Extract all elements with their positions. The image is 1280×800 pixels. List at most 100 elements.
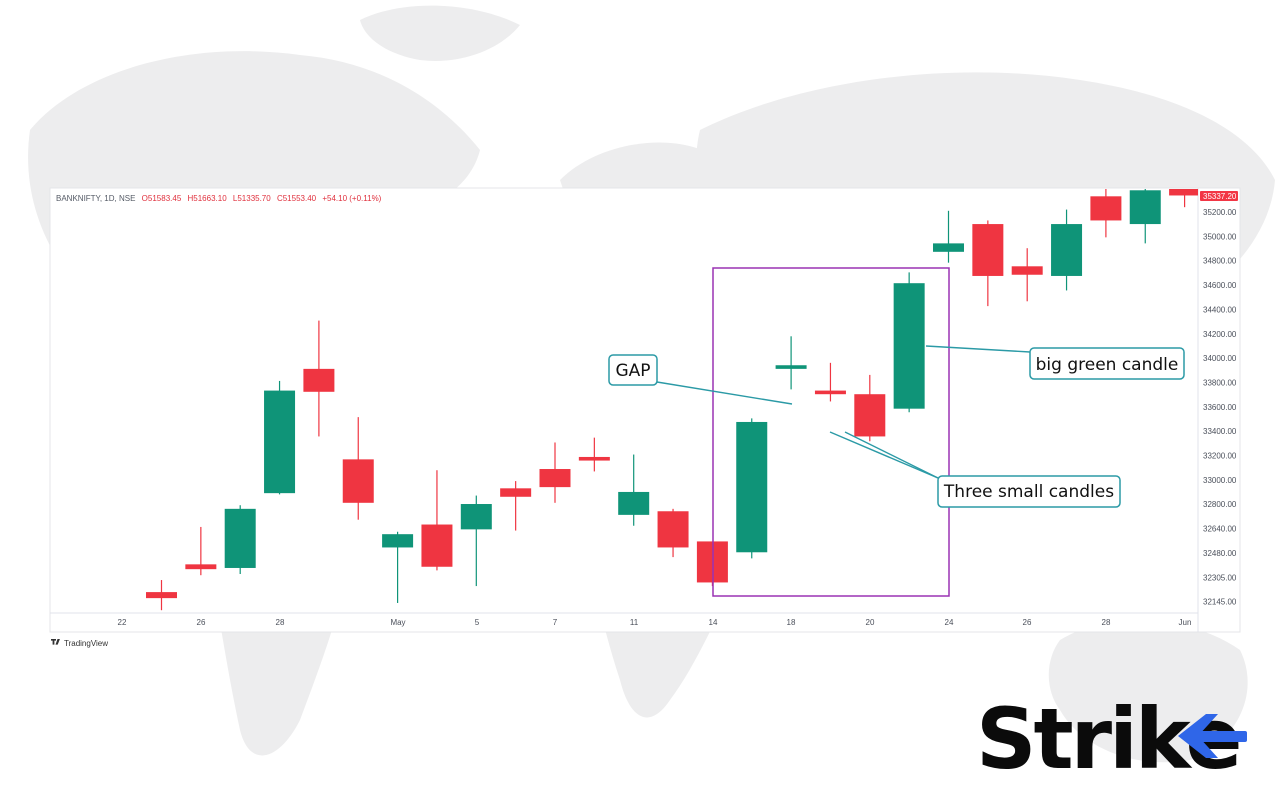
y-axis-ticks: 35200.00 35000.00 34800.00 34600.00 34400.00…: [1203, 208, 1237, 607]
candle-body: [421, 524, 453, 567]
candle: [224, 505, 256, 574]
x-tick-label: 24: [945, 618, 954, 627]
annotation-gap-text: GAP: [615, 361, 650, 381]
candle-body: [1011, 266, 1043, 275]
change-value: +54.10 (+0.11%): [322, 194, 381, 203]
candle: [578, 437, 610, 472]
candle: [421, 470, 453, 571]
x-tick-label: 20: [866, 618, 875, 627]
strike-logo: Strike: [976, 690, 1247, 788]
x-tick-label: 28: [1102, 618, 1111, 627]
y-tick-label: 32800.00: [1203, 500, 1237, 509]
last-price-text: 35337.20: [1203, 192, 1237, 201]
annotation-three-small-box: [937, 475, 1121, 508]
low-value: L51335.70: [233, 194, 271, 203]
candle-body: [657, 511, 689, 548]
candle-body: [382, 534, 414, 548]
chart-header: BANKNIFTY, 1D, NSE O51583.45 H51663.10 L…: [56, 194, 382, 203]
candle: [618, 454, 650, 526]
candle: [185, 526, 217, 576]
candle-body: [146, 592, 177, 599]
last-price-tag: 35337.20: [1200, 191, 1238, 201]
candle-body: [972, 224, 1004, 276]
high-value: H51663.10: [188, 194, 228, 203]
x-tick-label: 11: [630, 618, 639, 627]
open-value: O51583.45: [142, 194, 182, 203]
annotation-big-green-box: [1029, 347, 1185, 380]
candle: [854, 374, 886, 442]
y-tick-label: 34200.00: [1203, 330, 1237, 339]
x-tick-label: 26: [1023, 618, 1032, 627]
y-tick-label: 33800.00: [1203, 378, 1237, 387]
y-tick-label: 32480.00: [1203, 549, 1237, 558]
highlight-box: [712, 267, 950, 597]
y-tick-label: 33600.00: [1203, 403, 1237, 412]
candle: [539, 442, 571, 503]
candle: [1169, 189, 1198, 208]
x-tick-label: 7: [553, 618, 558, 627]
tradingview-text: TradingView: [64, 639, 108, 648]
candle-body: [814, 390, 846, 395]
x-axis-ticks: 22 26 28 May 5 7 11 14 18 20 24 26 28 Jun: [118, 618, 1192, 627]
x-tick-label: Jun: [1179, 618, 1192, 627]
candle: [657, 508, 689, 558]
candle: [736, 418, 768, 559]
candle: [342, 417, 374, 520]
candle-body: [1169, 189, 1198, 196]
x-tick-label: 28: [276, 618, 285, 627]
candle-body: [578, 456, 610, 461]
x-tick-label: 26: [197, 618, 206, 627]
annotation-three-small-text: Three small candles: [943, 482, 1114, 502]
candle: [303, 320, 335, 437]
annotation-big-green-text: big green candle: [1036, 355, 1179, 375]
strike-accent-bar: [1193, 731, 1247, 742]
candle-body: [185, 564, 217, 570]
x-tick-label: 14: [709, 618, 718, 627]
annotation-three-small-line-1: [829, 431, 939, 479]
candle: [893, 272, 925, 413]
close-value: C51553.40: [277, 194, 317, 203]
annotation-gap: GAP: [608, 354, 793, 405]
candle: [775, 336, 807, 390]
candle-body: [893, 283, 925, 409]
candle: [460, 495, 492, 587]
candle-body: [264, 390, 296, 494]
candle: [1090, 189, 1122, 238]
y-tick-label: 33200.00: [1203, 452, 1237, 461]
candle-body: [1090, 196, 1122, 221]
candle-body: [618, 491, 650, 515]
candle-body: [224, 508, 256, 568]
annotation-gap-line: [656, 381, 793, 405]
candle: [1129, 189, 1161, 244]
x-tick-label: 18: [787, 618, 796, 627]
candle: [1011, 248, 1043, 302]
last-price-bg: [1200, 191, 1238, 201]
y-tick-label: 35200.00: [1203, 208, 1237, 217]
candle: [972, 220, 1004, 307]
candle: [382, 531, 414, 603]
symbol-label: BANKNIFTY, 1D, NSE: [56, 194, 135, 203]
x-tick-label: 5: [475, 618, 480, 627]
candle: [146, 580, 177, 611]
annotation-three-small-line-2: [844, 431, 939, 479]
candle-body: [775, 365, 807, 369]
candle-body: [539, 469, 571, 488]
y-tick-label: 34000.00: [1203, 354, 1237, 363]
annotation-big-green: big green candle: [925, 345, 1185, 380]
annotation-gap-box: [608, 354, 658, 386]
candle-body: [342, 459, 374, 503]
candle-body: [933, 243, 964, 252]
y-tick-label: 33000.00: [1203, 476, 1237, 485]
y-tick-label: 32145.00: [1203, 598, 1237, 607]
x-tick-label: May: [390, 618, 405, 627]
tradingview-icon: [51, 639, 60, 645]
y-tick-label: 34600.00: [1203, 281, 1237, 290]
candle-body: [736, 421, 768, 553]
y-tick-label: 32305.00: [1203, 573, 1237, 582]
candle: [1051, 209, 1083, 291]
candle: [814, 362, 846, 402]
candle: [264, 380, 296, 495]
candle-body: [460, 504, 492, 530]
candle-body: [1051, 224, 1083, 276]
